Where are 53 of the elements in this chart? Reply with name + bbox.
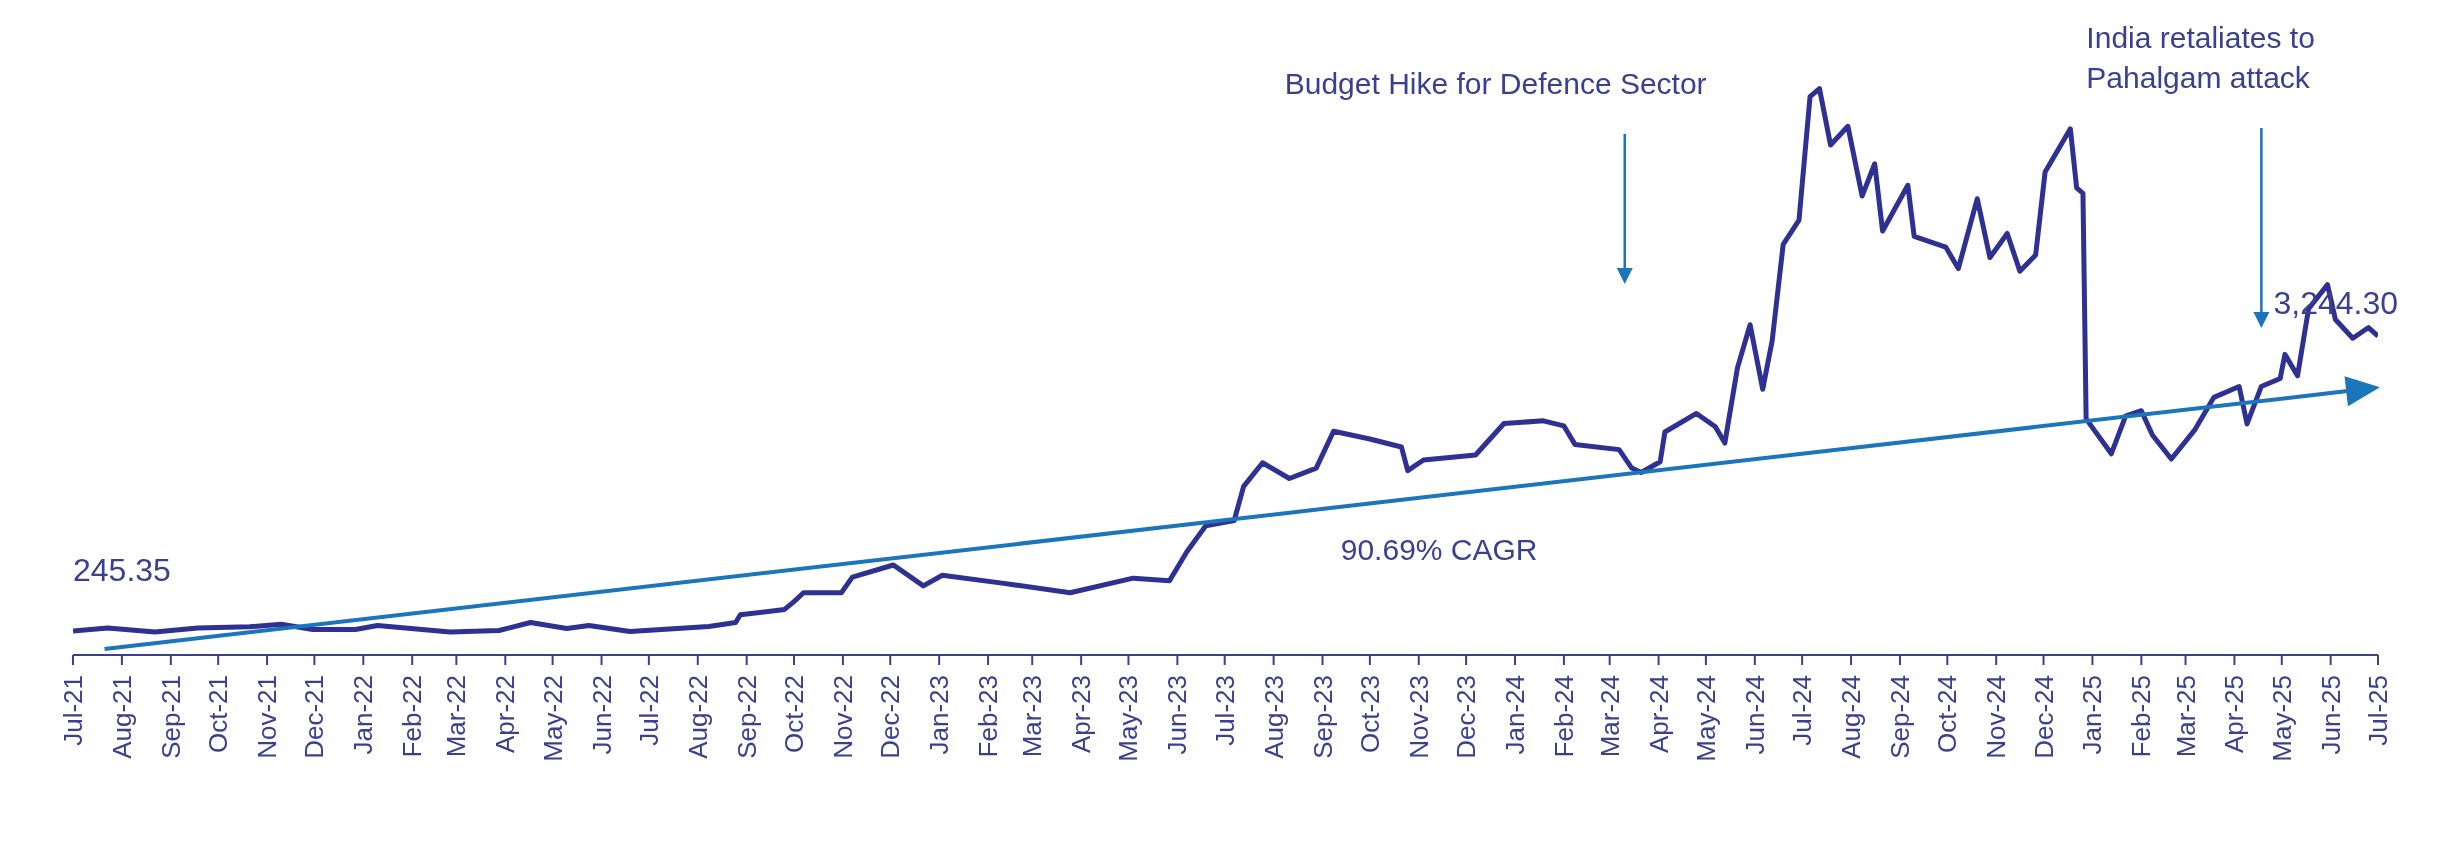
x-tick-label: Mar-25 [2170, 675, 2201, 758]
x-tick-label: Nov-21 [252, 675, 283, 759]
x-tick-label: May-25 [2266, 675, 2297, 762]
x-tick-label: Feb-25 [2126, 675, 2157, 758]
x-tick-label: Feb-23 [973, 675, 1004, 758]
x-tick-label: Dec-21 [299, 675, 330, 759]
x-tick-label: Apr-22 [490, 675, 521, 754]
data-label: 245.35 [73, 551, 171, 588]
x-tick-label: Jul-22 [633, 675, 664, 746]
x-tick-label: Jul-23 [1209, 675, 1240, 746]
x-tick-label: Sep-22 [731, 675, 762, 759]
x-tick-label: Oct-21 [203, 675, 234, 754]
x-tick-label: Jun-23 [1162, 675, 1193, 755]
x-tick-label: Jan-25 [2077, 675, 2108, 755]
x-tick-label: Aug-22 [682, 675, 713, 759]
x-tick-label: Aug-24 [1836, 675, 1867, 759]
annotation: 90.69% CAGR [1340, 533, 1538, 566]
x-tick-label: Jun-22 [586, 675, 617, 755]
x-tick-label: Dec-24 [2028, 675, 2059, 759]
x-tick-label: May-22 [537, 675, 568, 762]
x-tick-label: Sep-21 [155, 675, 186, 759]
x-tick-label: Apr-25 [2219, 675, 2250, 754]
x-tick-label: Jan-23 [924, 675, 955, 755]
x-tick-label: Jan-24 [1500, 675, 1531, 755]
x-tick-label: Mar-24 [1594, 675, 1625, 758]
x-tick-label: Jan-22 [348, 675, 379, 755]
x-tick-label: Jul-25 [2363, 675, 2393, 746]
x-tick-label: Nov-22 [827, 675, 858, 759]
x-tick-label: Aug-23 [1258, 675, 1289, 759]
x-tick-label: Oct-22 [779, 675, 809, 754]
x-tick-label: Jun-25 [2315, 675, 2346, 755]
x-tick-label: Oct-23 [1354, 675, 1385, 754]
x-tick-label: Jun-24 [1739, 675, 1770, 755]
x-tick-label: Feb-22 [397, 675, 428, 758]
x-tick-label: Mar-23 [1017, 675, 1048, 758]
x-tick-label: Jul-24 [1787, 675, 1818, 746]
x-tick-label: Dec-22 [875, 675, 906, 759]
x-tick-label: Mar-22 [441, 675, 472, 758]
x-tick-label: Dec-23 [1451, 675, 1482, 759]
x-tick-label: Apr-23 [1066, 675, 1097, 754]
x-tick-label: Sep-24 [1884, 675, 1915, 759]
x-tick-label: Sep-23 [1307, 675, 1338, 759]
x-tick-label: Aug-21 [106, 675, 137, 759]
x-tick-label: Oct-24 [1932, 675, 1963, 754]
x-tick-label: Apr-24 [1643, 675, 1674, 754]
x-tick-label: Jul-21 [58, 675, 88, 746]
x-tick-label: Nov-23 [1403, 675, 1434, 759]
annotation: India retaliates to Pahalgam attack [2086, 21, 2315, 94]
x-tick-label: Feb-24 [1548, 675, 1579, 758]
x-tick-label: Nov-24 [1981, 675, 2012, 759]
x-tick-label: May-23 [1113, 675, 1144, 762]
annotation: Budget Hike for Defence Sector [1284, 67, 1707, 100]
x-tick-label: May-24 [1690, 675, 1721, 762]
